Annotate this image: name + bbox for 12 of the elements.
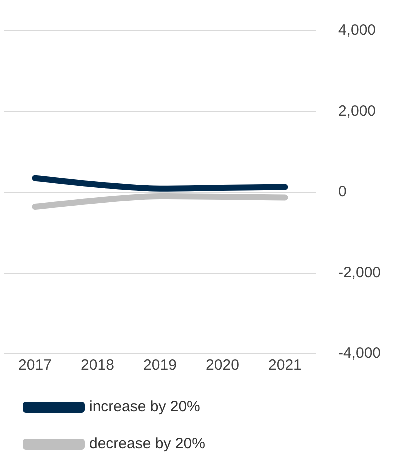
- x-tick-label: 2019: [144, 357, 177, 374]
- legend-label: increase by 20%: [90, 398, 200, 416]
- legend-label: decrease by 20%: [90, 436, 206, 453]
- y-tick-label: 4,000: [338, 22, 376, 40]
- y-tick-label: 2,000: [338, 102, 376, 120]
- x-tick-label: 2017: [18, 357, 52, 374]
- y-tick-label: -2,000: [338, 264, 382, 282]
- y-tick-label: 0: [338, 184, 347, 201]
- x-tick-label: 2020: [206, 357, 240, 374]
- x-tick-label: 2021: [268, 357, 302, 374]
- y-tick-label: -4,000: [338, 345, 382, 362]
- x-tick-label: 2018: [81, 357, 114, 374]
